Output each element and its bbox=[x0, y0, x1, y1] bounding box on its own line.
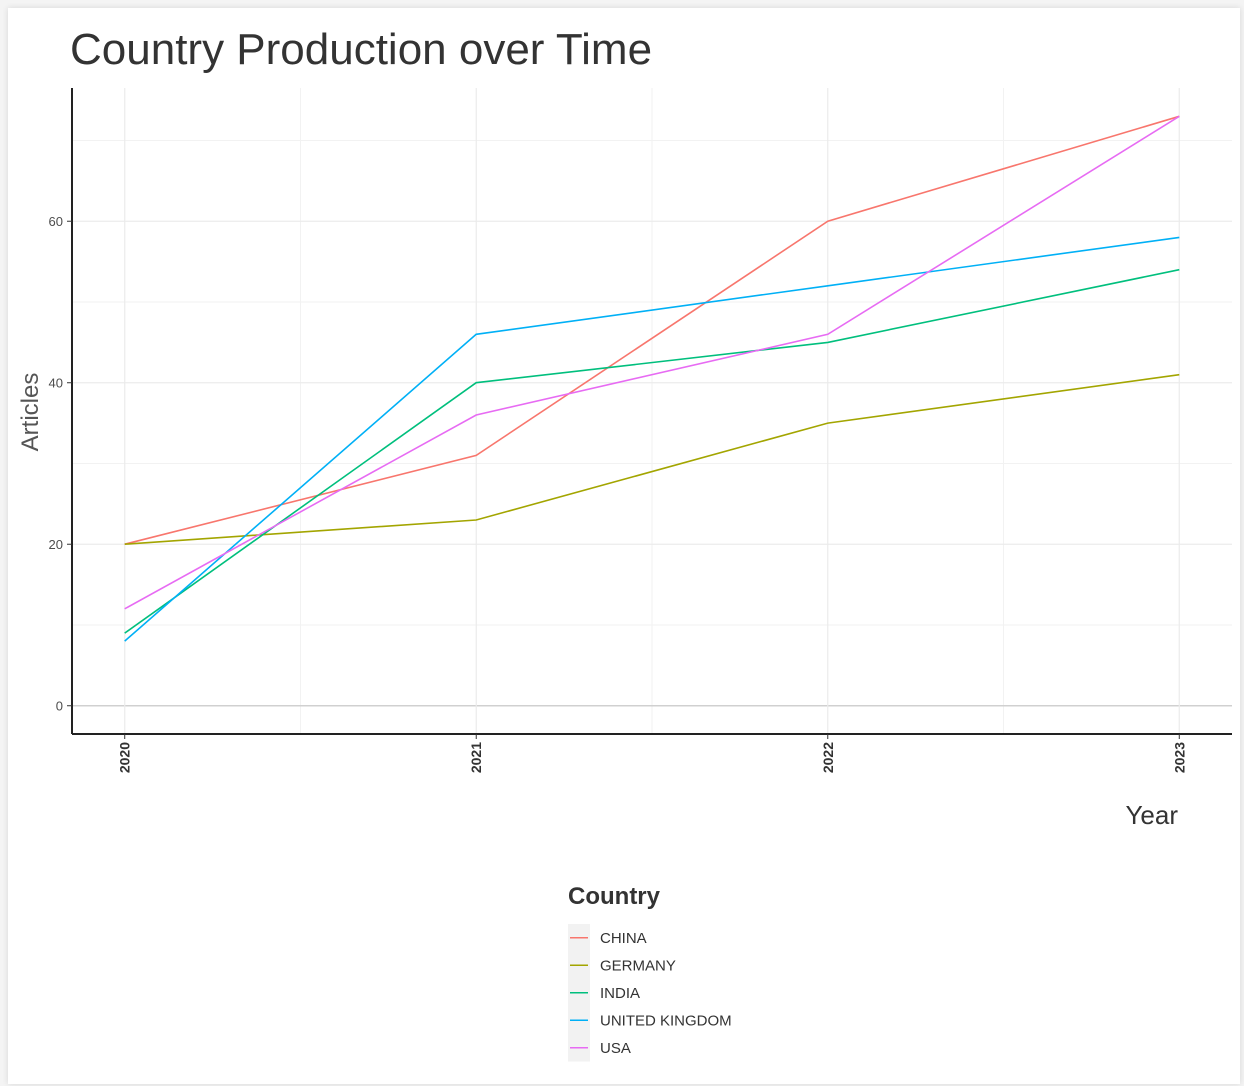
series-line-united-kingdom bbox=[124, 236, 1180, 642]
series-lines bbox=[124, 115, 1180, 642]
x-tick-label: 2021 bbox=[468, 742, 484, 773]
series-line-india bbox=[124, 268, 1180, 634]
legend-label: CHINA bbox=[600, 930, 647, 947]
legend: Country CHINA GERMANY INDIA UNITED KINGDOM U… bbox=[568, 883, 732, 1062]
legend-title: Country bbox=[568, 883, 661, 910]
chart-title: Country Production over Time bbox=[70, 25, 652, 74]
x-axis-ticks: 2020 2021 2022 2023 bbox=[117, 734, 1187, 773]
legend-label: UNITED KINGDOM bbox=[600, 1012, 732, 1029]
line-chart: Country Production over Time 0 20 40 60 202… bbox=[17, 25, 1232, 1062]
y-tick-label: 0 bbox=[56, 699, 63, 714]
major-grid bbox=[72, 88, 1232, 734]
y-axis-ticks: 0 20 40 60 bbox=[49, 214, 72, 714]
y-tick-label: 40 bbox=[49, 376, 63, 391]
legend-items: CHINA GERMANY INDIA UNITED KINGDOM USA bbox=[568, 924, 732, 1062]
y-tick-label: 20 bbox=[49, 537, 63, 552]
x-tick-label: 2022 bbox=[820, 742, 836, 773]
y-axis-title: Articles bbox=[17, 373, 44, 452]
legend-label: INDIA bbox=[600, 985, 640, 1002]
series-line-china bbox=[124, 115, 1180, 545]
minor-grid bbox=[72, 88, 1232, 734]
series-line-usa bbox=[124, 115, 1180, 610]
x-tick-label: 2020 bbox=[117, 742, 133, 773]
legend-label: GERMANY bbox=[600, 957, 676, 974]
chart-frame: Country Production over Time 0 20 40 60 202… bbox=[8, 8, 1240, 1084]
x-axis-title: Year bbox=[1125, 800, 1178, 830]
y-tick-label: 60 bbox=[49, 214, 63, 229]
legend-label: USA bbox=[600, 1040, 631, 1057]
x-tick-label: 2023 bbox=[1171, 742, 1187, 773]
series-line-germany bbox=[124, 373, 1180, 545]
